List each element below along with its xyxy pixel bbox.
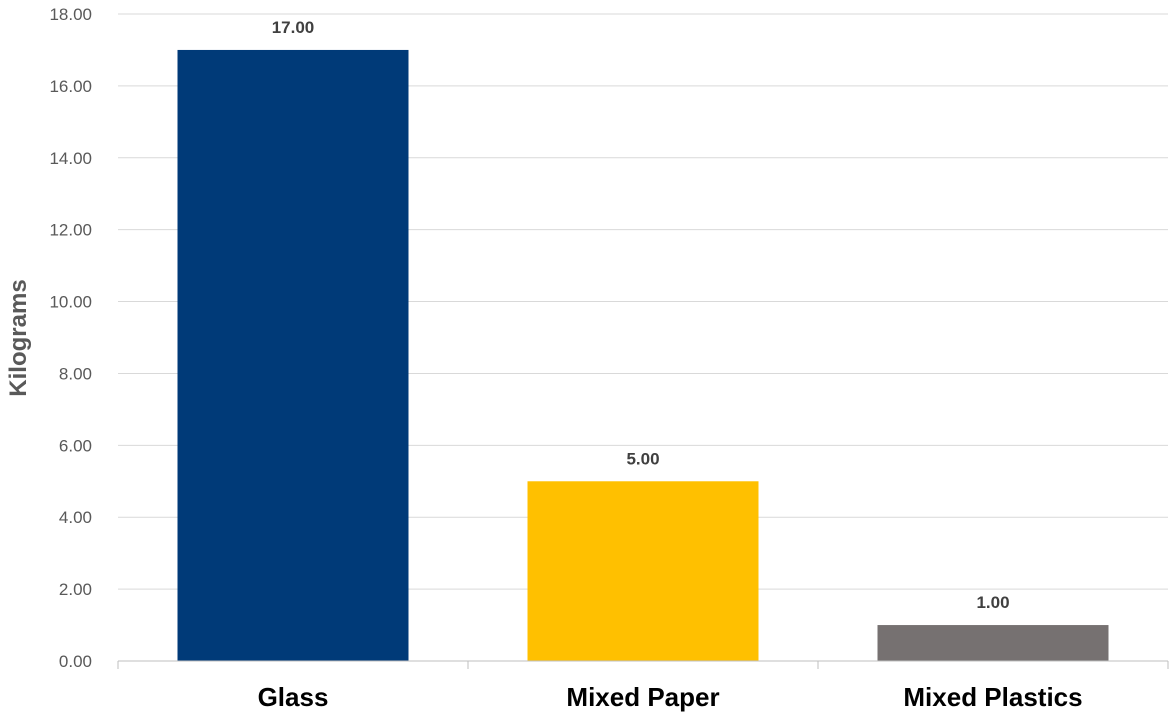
- y-tick-label: 8.00: [59, 364, 92, 383]
- data-labels: 17.00 5.00 1.00: [272, 18, 1010, 612]
- bar-mixed-paper: [527, 481, 759, 661]
- y-tick-label: 12.00: [49, 221, 92, 240]
- y-tick-label: 4.00: [59, 508, 92, 527]
- y-tick-label: 2.00: [59, 580, 92, 599]
- y-axis-ticks: 0.00 2.00 4.00 6.00 8.00 10.00 12.00 14.00 16.00…: [49, 5, 92, 671]
- data-label: 5.00: [626, 449, 659, 468]
- y-tick-label: 0.00: [59, 652, 92, 671]
- x-category-label: Glass: [258, 682, 329, 712]
- bars: [177, 49, 1109, 661]
- y-tick-label: 6.00: [59, 436, 92, 455]
- x-category-label: Mixed Paper: [566, 682, 719, 712]
- y-axis-label: Kilograms: [5, 279, 32, 396]
- y-tick-label: 18.00: [49, 5, 92, 24]
- data-label: 17.00: [272, 18, 315, 37]
- bar-glass: [177, 49, 409, 661]
- y-tick-label: 14.00: [49, 149, 92, 168]
- y-tick-label: 16.00: [49, 77, 92, 96]
- x-category-label: Mixed Plastics: [903, 682, 1082, 712]
- bar-mixed-plastics: [877, 625, 1109, 661]
- data-label: 1.00: [976, 593, 1009, 612]
- y-tick-label: 10.00: [49, 293, 92, 312]
- x-axis: Glass Mixed Paper Mixed Plastics: [117, 660, 1169, 712]
